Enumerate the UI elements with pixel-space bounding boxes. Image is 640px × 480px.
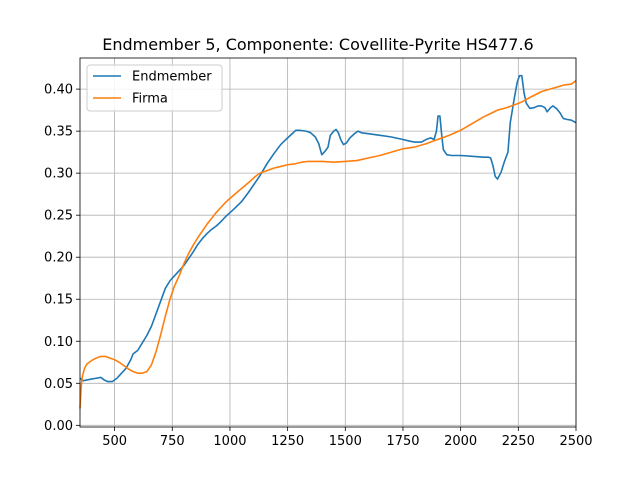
plot-frame (79, 57, 577, 428)
series-line-endmember (79, 74, 577, 383)
legend-label: Endmember (132, 70, 212, 85)
y-tick-label: 0.40 (44, 83, 73, 98)
y-tick-label: 0.15 (44, 293, 73, 308)
y-tick-label: 0.20 (44, 251, 73, 266)
x-tick-label: 2000 (444, 434, 477, 449)
y-tick-label: 0.30 (44, 167, 73, 182)
y-tick-label: 0.25 (44, 209, 73, 224)
series-lines (79, 74, 577, 409)
x-tick-label: 2500 (559, 434, 592, 449)
x-tick-label: 750 (160, 434, 185, 449)
y-tick-label: 0.00 (44, 419, 73, 434)
x-tick-label: 1500 (329, 434, 362, 449)
chart-title: Endmember 5, Componente: Covellite-Pyrit… (102, 35, 533, 54)
series-line-firma (79, 80, 577, 409)
x-tick-label: 2250 (502, 434, 535, 449)
x-tick-label: 1750 (386, 434, 419, 449)
axis-ticks: 500 750 1000 1250 1500 1750 2000 2250 2500 0.00 0.… (44, 83, 593, 449)
y-tick-label: 0.05 (44, 377, 73, 392)
y-tick-label: 0.35 (44, 125, 73, 140)
legend: Endmember Firma (86, 64, 223, 112)
x-tick-label: 1000 (213, 434, 246, 449)
legend-label: Firma (132, 92, 168, 107)
x-tick-label: 500 (102, 434, 127, 449)
y-tick-label: 0.10 (44, 335, 73, 350)
x-tick-label: 1250 (271, 434, 304, 449)
